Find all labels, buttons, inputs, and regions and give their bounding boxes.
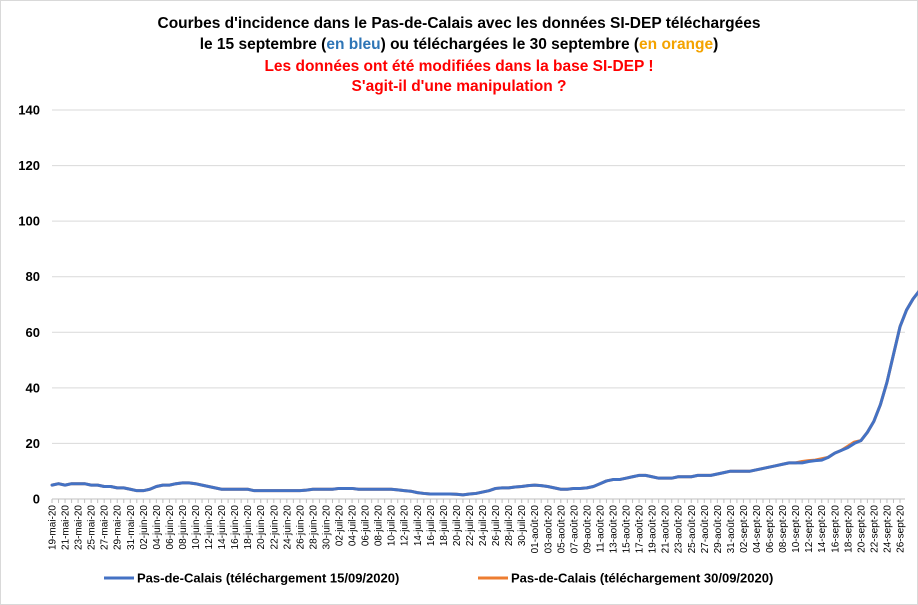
x-tick-label: 22-sept-20: [869, 505, 880, 553]
x-tick-label: 06-juil-20: [361, 505, 372, 547]
x-tick-label: 22-juil-20: [465, 505, 476, 547]
x-tick-label: 17-août-20: [635, 505, 646, 554]
series-line-15-09: [50, 290, 918, 497]
chart-title-line-1: Courbes d'incidence dans le Pas-de-Calai…: [157, 15, 761, 32]
x-tick-label: 22-juin-20: [269, 505, 280, 550]
x-tick-label: 18-sept-20: [843, 505, 854, 553]
x-tick-label: 23-mai-20: [74, 505, 85, 550]
x-tick-label: 16-juil-20: [426, 505, 437, 547]
x-tick-label: 03-août-20: [543, 505, 554, 554]
x-tick-label: 27-mai-20: [100, 505, 111, 550]
title-blue-marker: en bleu: [326, 36, 381, 53]
x-tick-label: 14-juil-20: [413, 505, 424, 547]
x-tick-label: 24-juin-20: [282, 505, 293, 550]
x-tick-label: 08-juin-20: [178, 505, 189, 550]
legend-label: Pas-de-Calais (téléchargement 30/09/2020…: [511, 571, 773, 586]
x-tick-label: 20-sept-20: [856, 505, 867, 553]
x-tick-label: 21-mai-20: [61, 505, 72, 550]
x-tick-label: 02-sept-20: [739, 505, 750, 553]
series-line-30-09: [50, 290, 918, 497]
y-tick-label: 40: [26, 380, 40, 395]
x-tick-label: 27-août-20: [700, 505, 711, 554]
x-tick-label: 12-juil-20: [400, 505, 411, 547]
x-tick-label: 26-sept-20: [896, 505, 907, 553]
x-tick-label: 25-mai-20: [87, 505, 98, 550]
y-tick-label: 20: [26, 436, 40, 451]
x-tick-label: 28-juin-20: [308, 505, 319, 550]
x-tick-label: 14-juin-20: [217, 505, 228, 550]
x-tick-label: 11-août-20: [595, 505, 606, 553]
x-tick-label: 21-août-20: [661, 505, 672, 554]
y-axis: 0 20 40 60 80 100 120 140: [18, 103, 40, 507]
x-tick-label: 28-juil-20: [504, 505, 515, 547]
x-tick-label: 16-sept-20: [830, 505, 841, 553]
x-tick-label: 15-août-20: [622, 505, 633, 554]
x-tick-label: 31-mai-20: [126, 505, 137, 550]
x-tick-label: 31-août-20: [726, 505, 737, 554]
y-tick-label: 100: [18, 214, 40, 229]
x-tick-label: 01-août-20: [530, 505, 541, 554]
x-tick-label: 29-mai-20: [113, 505, 124, 550]
x-tick-label: 16-juin-20: [230, 505, 241, 550]
title-orange-marker: en orange: [639, 36, 714, 53]
x-tick-label: 10-sept-20: [791, 505, 802, 553]
x-tick-label: 06-juin-20: [165, 505, 176, 550]
x-tick-label: 20-juin-20: [256, 505, 267, 550]
x-tick-label: 24-juil-20: [478, 505, 489, 547]
x-tick-label: 08-sept-20: [778, 505, 789, 553]
chart-subtitle-line-2: S'agit-il d'une manipulation ?: [351, 78, 567, 95]
x-tick-label: 23-août-20: [674, 505, 685, 554]
y-tick-label: 0: [33, 492, 40, 507]
x-tick-label: 05-août-20: [556, 505, 567, 554]
x-tick-label: 24-sept-20: [882, 505, 893, 553]
x-tick-label: 18-juil-20: [439, 505, 450, 547]
title-line-2-part-b: ) ou téléchargées le 30 septembre (: [380, 36, 640, 53]
title-line-2-part-a: le 15 septembre (: [199, 36, 327, 53]
chart-subtitle-line-1: Les données ont été modifiées dans la ba…: [264, 58, 654, 75]
x-tick-label: 02-juin-20: [139, 505, 150, 550]
grid-lines: [52, 109, 905, 500]
x-tick-label: 29-août-20: [713, 505, 724, 554]
y-tick-label: 60: [26, 325, 40, 340]
x-tick-label: 10-juil-20: [387, 505, 398, 547]
x-axis: 19-mai-20 21-mai-20 23-mai-20 25-mai-20 27-m…: [48, 499, 907, 553]
x-tick-label: 04-sept-20: [752, 505, 763, 553]
y-tick-label: 120: [18, 158, 40, 173]
series-lines: [50, 290, 918, 497]
y-tick-label: 140: [18, 103, 40, 118]
x-tick-label: 06-sept-20: [765, 505, 776, 553]
title-line-2-part-c: ): [713, 36, 719, 53]
legend: Pas-de-Calais (téléchargement 15/09/2020…: [104, 571, 773, 586]
x-tick-label: 10-juin-20: [191, 505, 202, 550]
x-tick-label: 20-juil-20: [452, 505, 463, 547]
x-tick-label: 25-août-20: [687, 505, 698, 554]
x-tick-label: 26-juin-20: [295, 505, 306, 550]
x-tick-label: 09-août-20: [582, 505, 593, 554]
x-tick-label: 30-juin-20: [321, 505, 332, 550]
x-tick-label: 26-juil-20: [491, 505, 502, 547]
x-tick-label: 12-sept-20: [804, 505, 815, 553]
x-tick-label: 07-août-20: [569, 505, 580, 554]
x-tick-label: 04-juin-20: [152, 505, 163, 550]
x-tick-label: 19-août-20: [648, 505, 659, 554]
x-tick-label: 18-juin-20: [243, 505, 254, 550]
x-tick-label: 30-juil-20: [517, 505, 528, 547]
legend-label: Pas-de-Calais (téléchargement 15/09/2020…: [137, 571, 399, 586]
x-tick-label: 02-juil-20: [335, 505, 346, 547]
x-tick-label: 19-mai-20: [48, 505, 59, 550]
x-tick-label: 14-sept-20: [817, 505, 828, 553]
chart-title-line-2: le 15 septembre (en bleu) ou téléchargée…: [0, 35, 918, 54]
x-tick-label: 08-juil-20: [374, 505, 385, 547]
y-tick-label: 80: [26, 269, 40, 284]
x-tick-label: 04-juil-20: [348, 505, 359, 547]
x-tick-label: 13-août-20: [608, 505, 619, 554]
x-tick-label: 12-juin-20: [204, 505, 215, 550]
